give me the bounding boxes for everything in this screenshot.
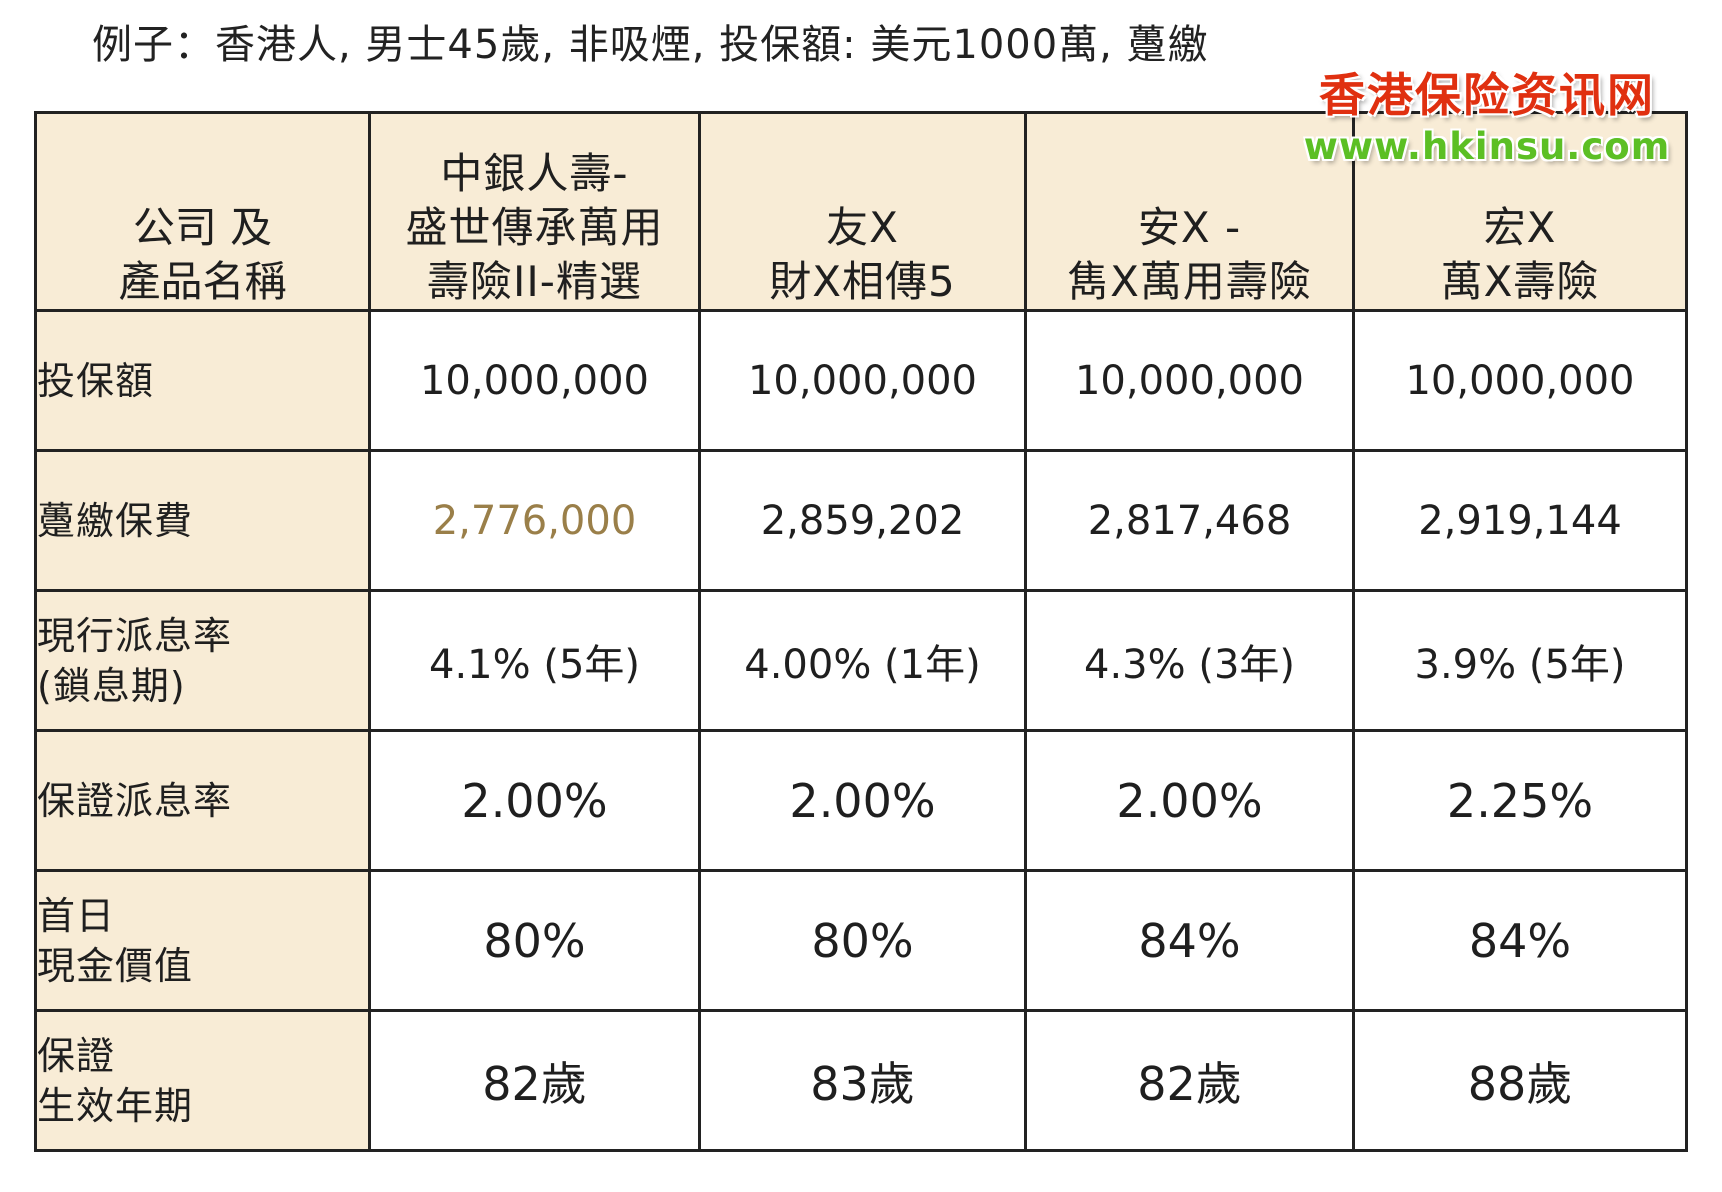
table-cell: 88歲 [1352, 1009, 1688, 1152]
table-cell: 10,000,000 [368, 309, 701, 452]
site-watermark-logo: 香港保险资讯网 www.hkinsu.com [1262, 66, 1712, 170]
table-cell: 4.1% (5年) [368, 589, 701, 732]
table-cell: 2.00% [1024, 729, 1355, 872]
table-cell: 2.25% [1352, 729, 1688, 872]
product-name-line: 盛世傳承萬用 [405, 203, 664, 252]
product-header: 宏X 萬X壽險 [1352, 111, 1688, 312]
table-row-sum-insured: 投保額 10,000,000 10,000,000 10,000,000 10,… [34, 309, 1688, 452]
table-row-guaranteed-rate: 保證派息率 2.00% 2.00% 2.00% 2.25% [34, 729, 1688, 872]
table-cell: 80% [698, 869, 1027, 1012]
product-header: 中銀人壽- 盛世傳承萬用 壽險II-精選 [368, 111, 701, 312]
product-name-line: 安X - [1137, 203, 1242, 252]
table-cell: 2.00% [698, 729, 1027, 872]
row-label: 現行派息率 (鎖息期) [34, 589, 371, 732]
corner-line: 產品名稱 [118, 257, 287, 306]
watermark-url: www.hkinsu.com [1303, 125, 1671, 168]
corner-line: 公司 及 [132, 203, 273, 252]
product-name-line: 中銀人壽- [440, 149, 629, 198]
table-cell: 2,859,202 [698, 449, 1027, 592]
table-cell: 10,000,000 [1024, 309, 1355, 452]
table-row-guaranteed-term: 保證 生效年期 82歲 83歲 82歲 88歲 [34, 1009, 1688, 1152]
comparison-table: 公司 及 產品名稱 中銀人壽- 盛世傳承萬用 壽險II-精選 友X 財X相傳5 … [34, 111, 1688, 1152]
table-cell: 80% [368, 869, 701, 1012]
row-label: 保證 生效年期 [34, 1009, 371, 1152]
product-name-line: 萬X壽險 [1440, 257, 1600, 306]
corner-header: 公司 及 產品名稱 [34, 111, 371, 312]
table-cell: 83歲 [698, 1009, 1027, 1152]
table-cell: 2.00% [368, 729, 701, 872]
row-label-line: 保證 [37, 1033, 116, 1078]
row-label: 投保額 [34, 309, 371, 452]
product-name-line: 宏X [1483, 203, 1557, 252]
product-header: 安X - 雋X萬用壽險 [1024, 111, 1355, 312]
table-cell: 4.3% (3年) [1024, 589, 1355, 732]
row-label: 首日 現金價值 [34, 869, 371, 1012]
row-label-line: 生效年期 [37, 1083, 194, 1128]
product-name-line: 雋X萬用壽險 [1067, 257, 1312, 306]
table-cell: 2,919,144 [1352, 449, 1688, 592]
table-row-day1-cash-value: 首日 現金價值 80% 80% 84% 84% [34, 869, 1688, 1012]
row-label-line: 投保額 [37, 358, 155, 403]
product-name-line: 財X相傳5 [769, 257, 956, 306]
row-label-line: 躉繳保費 [37, 498, 194, 543]
table-cell: 82歲 [1024, 1009, 1355, 1152]
row-label: 保證派息率 [34, 729, 371, 872]
product-name-line: 壽險II-精選 [427, 257, 642, 306]
row-label-line: 現金價值 [37, 943, 194, 988]
table-cell: 4.00% (1年) [698, 589, 1027, 732]
table-cell: 10,000,000 [698, 309, 1027, 452]
row-label: 躉繳保費 [34, 449, 371, 592]
table-row-single-premium: 躉繳保費 2,776,000 2,859,202 2,817,468 2,919… [34, 449, 1688, 592]
example-caption: 例子：香港人, 男士45歲, 非吸煙, 投保額: 美元1000萬, 躉繳 [92, 22, 1209, 68]
product-header: 友X 財X相傳5 [698, 111, 1027, 312]
table-cell: 84% [1352, 869, 1688, 1012]
table-cell-highlight: 2,776,000 [368, 449, 701, 592]
row-label-line: 首日 [37, 893, 116, 938]
table-cell: 2,817,468 [1024, 449, 1355, 592]
table-cell: 10,000,000 [1352, 309, 1688, 452]
table-row-current-rate: 現行派息率 (鎖息期) 4.1% (5年) 4.00% (1年) 4.3% (3… [34, 589, 1688, 732]
table-header-row: 公司 及 產品名稱 中銀人壽- 盛世傳承萬用 壽險II-精選 友X 財X相傳5 … [34, 111, 1688, 312]
row-label-line: 保證派息率 [37, 778, 233, 823]
table-cell: 82歲 [368, 1009, 701, 1152]
table-cell: 84% [1024, 869, 1355, 1012]
product-name-line: 友X [826, 203, 899, 252]
row-label-line: (鎖息期) [37, 663, 186, 708]
watermark-title: 香港保险资讯网 [1319, 68, 1655, 122]
table-cell: 3.9% (5年) [1352, 589, 1688, 732]
row-label-line: 現行派息率 [37, 613, 233, 658]
